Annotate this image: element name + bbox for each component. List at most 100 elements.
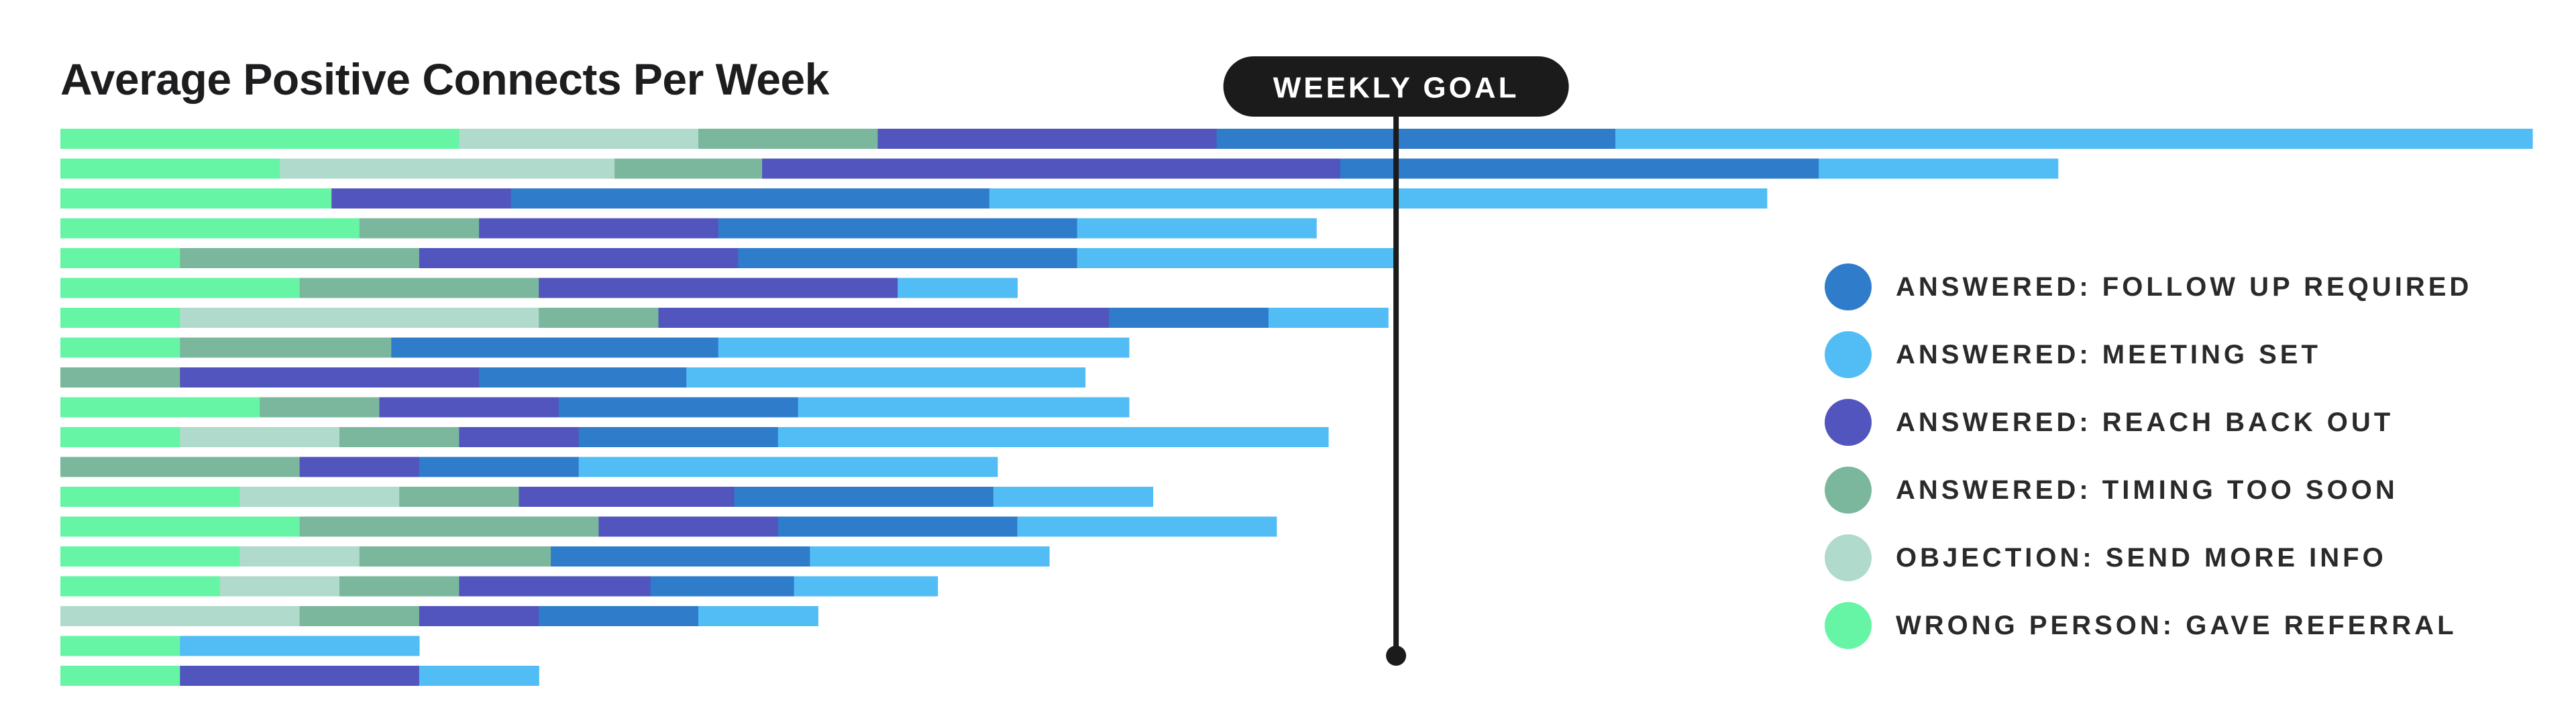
bar-segment (798, 397, 1130, 418)
bar-segment (459, 427, 580, 447)
bar-segment (898, 278, 1018, 298)
bar-segment (60, 129, 460, 149)
bar-segment (180, 308, 539, 328)
bar-segment (519, 487, 735, 507)
legend-label: ANSWERED: FOLLOW UP REQUIRED (1896, 272, 2473, 302)
bar-segment (578, 427, 779, 447)
bar-segment (777, 516, 1018, 537)
bar-segment (459, 129, 699, 149)
bar-row (60, 308, 1389, 328)
legend-swatch (1825, 331, 1872, 378)
bar-row (60, 427, 1329, 447)
bar-row (60, 576, 938, 597)
weekly-goal-end-dot (1386, 646, 1407, 666)
legend-swatch (1825, 534, 1872, 581)
bar-segment (614, 158, 763, 179)
bar-segment (1109, 308, 1269, 328)
bar-segment (60, 158, 280, 179)
legend-item: ANSWERED: REACH BACK OUT (1825, 398, 2472, 447)
bar-row (60, 636, 420, 656)
bar-segment (60, 308, 180, 328)
bar-segment (60, 278, 301, 298)
bar-segment (993, 487, 1154, 507)
bar-segment (60, 576, 221, 597)
bar-row (60, 546, 1050, 567)
bar-segment (60, 427, 180, 447)
bar-row (60, 248, 1397, 268)
bar-row (60, 337, 1130, 358)
bar-segment (686, 367, 1086, 388)
bar-segment (459, 576, 651, 597)
bar-segment (658, 308, 1110, 328)
bar-segment (539, 308, 659, 328)
bar-segment (598, 516, 779, 537)
bar-segment (60, 606, 301, 626)
bar-segment (60, 666, 180, 686)
legend-item: ANSWERED: MEETING SET (1825, 331, 2472, 379)
legend-swatch (1825, 467, 1872, 514)
bar-segment (777, 427, 1329, 447)
bar-segment (299, 606, 420, 626)
weekly-goal-label: WEEKLY GOAL (1273, 72, 1519, 105)
bar-segment (60, 397, 260, 418)
bar-segment (239, 487, 400, 507)
bar-segment (810, 546, 1050, 567)
bar-segment (1819, 158, 2059, 179)
legend-swatch (1825, 263, 1872, 310)
bar-segment (299, 516, 599, 537)
bar-segment (359, 218, 480, 239)
bar-row (60, 158, 2059, 179)
bar-segment (60, 218, 360, 239)
bar-segment (1077, 218, 1317, 239)
bar-segment (539, 606, 699, 626)
bar-segment (650, 576, 795, 597)
bar-segment (734, 487, 994, 507)
bar-segment (60, 487, 241, 507)
legend-label: ANSWERED: MEETING SET (1896, 339, 2321, 369)
bar-segment (698, 129, 879, 149)
legend: ANSWERED: FOLLOW UP REQUIRED ANSWERED: M… (1825, 263, 2472, 669)
bar-segment (558, 397, 799, 418)
bar-segment (339, 576, 460, 597)
bar-segment (60, 337, 180, 358)
bar-segment (219, 576, 340, 597)
legend-item: ANSWERED: TIMING TOO SOON (1825, 466, 2472, 514)
bar-segment (794, 576, 938, 597)
bar-segment (379, 397, 559, 418)
bar-segment (989, 188, 1768, 209)
bar-segment (60, 516, 301, 537)
bar-segment (762, 158, 1341, 179)
bar-segment (399, 487, 520, 507)
bar-row (60, 666, 539, 686)
legend-item: ANSWERED: FOLLOW UP REQUIRED (1825, 263, 2472, 311)
bar-segment (60, 546, 241, 567)
legend-item: OBJECTION: SEND MORE INFO (1825, 534, 2472, 582)
bar-row (60, 278, 1018, 298)
bar-segment (419, 248, 739, 268)
bar-segment (511, 188, 990, 209)
bar-segment (180, 337, 392, 358)
bar-segment (479, 367, 687, 388)
legend-item: WRONG PERSON: GAVE REFERRAL (1825, 601, 2472, 650)
bar-segment (60, 188, 332, 209)
bar-row (60, 129, 2533, 149)
chart-title: Average Positive Connects Per Week (60, 54, 829, 104)
bar-segment (1216, 129, 1616, 149)
bar-row (60, 606, 818, 626)
bar-row (60, 457, 998, 477)
bar-segment (479, 218, 719, 239)
bar-segment (331, 188, 512, 209)
bar-segment (578, 457, 998, 477)
bar-segment (60, 248, 180, 268)
bar-row (60, 516, 1277, 537)
weekly-goal-marker: WEEKLY GOAL (1223, 56, 1569, 666)
bar-row (60, 487, 1154, 507)
bar-segment (1615, 129, 2533, 149)
bar-segment (180, 666, 420, 686)
bar-segment (1340, 158, 1819, 179)
bar-segment (299, 278, 539, 298)
bar-segment (1077, 248, 1397, 268)
bar-segment (419, 606, 539, 626)
bar-segment (180, 248, 420, 268)
